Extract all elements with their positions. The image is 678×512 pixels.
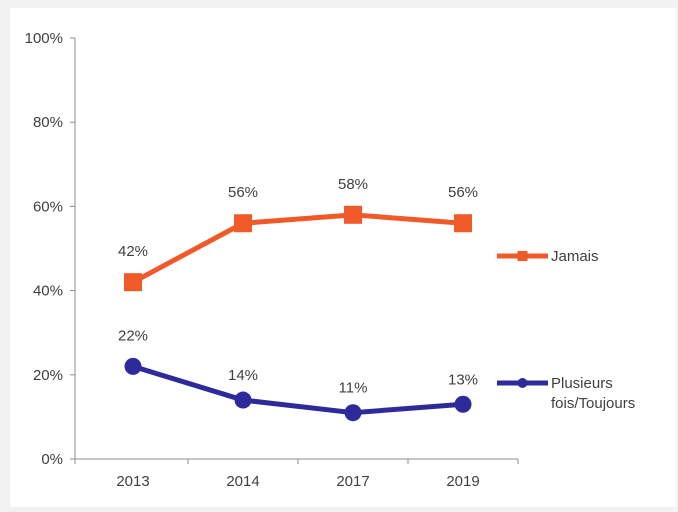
legend-label-plusieurs: fois/Toujours — [551, 395, 635, 412]
data-point-plusieurs — [454, 395, 472, 413]
data-label-jamais: 56% — [228, 184, 258, 201]
legend-label-plusieurs: Plusieurs — [551, 375, 613, 392]
series-line-jamais — [131, 212, 464, 285]
x-tick-label: 2019 — [446, 473, 479, 490]
legend-marker-jamais — [517, 251, 528, 261]
data-label-jamais: 58% — [338, 176, 368, 193]
data-label-plusieurs: 22% — [118, 327, 148, 344]
data-label-plusieurs: 13% — [448, 371, 478, 388]
y-tick-label: 0% — [41, 451, 63, 468]
data-point-jamais — [124, 273, 142, 292]
legend-marker-plusieurs — [517, 378, 528, 388]
data-point-jamais — [234, 214, 252, 233]
x-tick-label: 2013 — [116, 473, 149, 490]
line-chart: 0% 20% 40% 60% 80% 100% 2013 2014 2017 2019 42% 56%… — [25, 30, 636, 490]
data-label-jamais: 42% — [118, 243, 148, 260]
data-point-plusieurs — [234, 391, 252, 409]
data-point-jamais — [344, 205, 362, 224]
data-point-plusieurs — [344, 404, 362, 422]
y-tick-label: 100% — [25, 30, 63, 47]
x-tick-label: 2017 — [336, 473, 369, 490]
series-line-plusieurs — [132, 363, 464, 416]
x-tick-label: 2014 — [226, 473, 259, 490]
data-label-jamais: 56% — [448, 184, 478, 201]
data-label-plusieurs: 14% — [228, 367, 258, 384]
data-point-plusieurs — [124, 357, 142, 375]
data-label-plusieurs: 11% — [339, 380, 368, 397]
legend-label-jamais: Jamais — [551, 248, 599, 265]
y-tick-label: 20% — [33, 367, 63, 384]
y-tick-label: 80% — [33, 114, 63, 131]
y-tick-label: 60% — [33, 198, 63, 215]
data-point-jamais — [454, 214, 472, 233]
chart-panel: 0% 20% 40% 60% 80% 100% 2013 2014 2017 2019 42% 56%… — [10, 8, 676, 507]
y-tick-label: 40% — [33, 283, 63, 300]
